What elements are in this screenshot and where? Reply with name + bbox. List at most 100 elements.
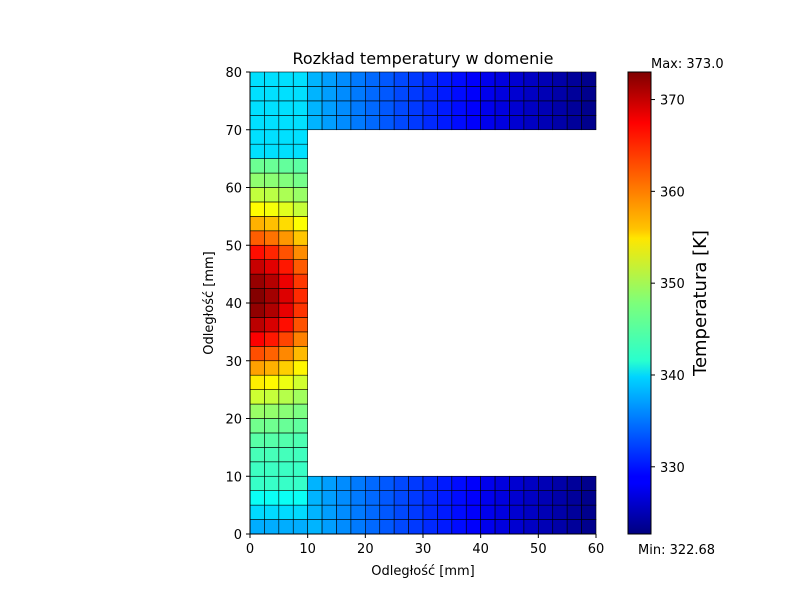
heatmap-cell [307, 71, 323, 87]
heatmap-cell [509, 519, 525, 535]
heatmap-cell [292, 490, 308, 506]
heatmap-cell [465, 115, 481, 131]
heatmap-cell [278, 71, 294, 87]
heatmap-cell [249, 490, 265, 506]
heatmap-cell [552, 504, 568, 520]
heatmap-cell [408, 86, 424, 102]
heatmap-cell [523, 475, 539, 491]
heatmap-cell [451, 519, 467, 535]
x-axis-label: Odległość [mm] [371, 564, 475, 579]
heatmap-cell [278, 216, 294, 232]
heatmap-cell [581, 71, 597, 87]
heatmap-cell [336, 86, 352, 102]
heatmap-cell [307, 490, 323, 506]
heatmap-cell [292, 475, 308, 491]
heatmap-cell [292, 230, 308, 246]
heatmap-cell [278, 187, 294, 203]
heatmap-cell [278, 230, 294, 246]
heatmap-cell [480, 519, 496, 535]
heatmap-cell [278, 158, 294, 174]
heatmap-cell [249, 288, 265, 304]
heatmap-cell [393, 504, 409, 520]
heatmap-cell [336, 475, 352, 491]
heatmap-cell [523, 490, 539, 506]
heatmap-cell [451, 504, 467, 520]
heatmap-cell [393, 71, 409, 87]
heatmap-cell [379, 71, 395, 87]
heatmap-cell [264, 475, 280, 491]
heatmap-cell [538, 115, 554, 131]
heatmap-cell [451, 100, 467, 116]
heatmap-cell [249, 447, 265, 463]
heatmap-cell [538, 71, 554, 87]
heatmap-cell [278, 403, 294, 419]
y-tick-label: 40 [225, 297, 242, 312]
heatmap-cell [465, 519, 481, 535]
heatmap-cell [249, 432, 265, 448]
x-tick-label: 0 [246, 542, 254, 557]
heatmap-cell [292, 158, 308, 174]
heatmap-cell [365, 86, 381, 102]
heatmap-cell [552, 100, 568, 116]
heatmap-cell [264, 100, 280, 116]
heatmap-cell [336, 519, 352, 535]
heatmap-cell [264, 201, 280, 217]
heatmap-cell [480, 115, 496, 131]
heatmap-cell [278, 143, 294, 159]
heatmap-cell [365, 100, 381, 116]
heatmap-cell [249, 143, 265, 159]
heatmap-cell [278, 490, 294, 506]
heatmap-cell [538, 100, 554, 116]
heatmap-cell [264, 346, 280, 362]
heatmap-cell [494, 475, 510, 491]
heatmap-cell [249, 129, 265, 145]
heatmap-cell [278, 302, 294, 318]
heatmap-cell [264, 158, 280, 174]
heatmap-cell [523, 100, 539, 116]
heatmap-cell [509, 71, 525, 87]
heatmap-cell [581, 100, 597, 116]
heatmap-cell [451, 71, 467, 87]
heatmap-cell [566, 490, 582, 506]
heatmap-cell [523, 115, 539, 131]
heatmap-cell [350, 86, 366, 102]
heatmap-cell [494, 100, 510, 116]
heatmap-cell [292, 129, 308, 145]
heatmap-cell [365, 519, 381, 535]
heatmap-cell [292, 504, 308, 520]
heatmap-cell [509, 100, 525, 116]
heatmap-cell [249, 331, 265, 347]
heatmap-cell [249, 115, 265, 131]
heatmap-cell [321, 519, 337, 535]
heatmap-cell [249, 418, 265, 434]
heatmap-cell [552, 475, 568, 491]
heatmap-cell [552, 490, 568, 506]
heatmap-cell [552, 71, 568, 87]
heatmap-cell [278, 244, 294, 260]
heatmap-cell [480, 475, 496, 491]
heatmap-cell [581, 490, 597, 506]
heatmap-cell [278, 461, 294, 477]
heatmap-cell [264, 115, 280, 131]
heatmap-cell [264, 461, 280, 477]
heatmap-cell [249, 389, 265, 405]
heatmap-cell [566, 519, 582, 535]
heatmap-cell [408, 71, 424, 87]
heatmap-cell [422, 86, 438, 102]
heatmap-cell [552, 115, 568, 131]
heatmap-cell [264, 403, 280, 419]
heatmap-cell [249, 504, 265, 520]
heatmap-cell [249, 158, 265, 174]
heatmap-cell [465, 504, 481, 520]
colorbar-max-label: Max: 373.0 [651, 57, 724, 72]
heatmap-cell [292, 273, 308, 289]
heatmap-cell [509, 86, 525, 102]
heatmap-cell [379, 504, 395, 520]
heatmap-cell [307, 100, 323, 116]
heatmap-cell [494, 490, 510, 506]
x-tick-label: 30 [415, 542, 432, 557]
heatmap-cell [249, 201, 265, 217]
heatmap-cell [451, 490, 467, 506]
heatmap-cell [249, 100, 265, 116]
heatmap-cell [278, 100, 294, 116]
